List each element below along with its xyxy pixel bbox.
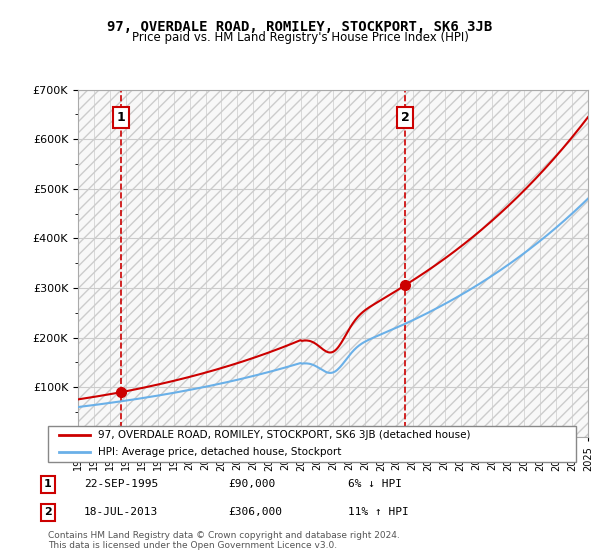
- Text: 6% ↓ HPI: 6% ↓ HPI: [348, 479, 402, 489]
- Text: Contains HM Land Registry data © Crown copyright and database right 2024.
This d: Contains HM Land Registry data © Crown c…: [48, 530, 400, 550]
- Text: 2: 2: [401, 111, 410, 124]
- Text: 18-JUL-2013: 18-JUL-2013: [84, 507, 158, 517]
- Text: 97, OVERDALE ROAD, ROMILEY, STOCKPORT, SK6 3JB: 97, OVERDALE ROAD, ROMILEY, STOCKPORT, S…: [107, 20, 493, 34]
- Text: £90,000: £90,000: [228, 479, 275, 489]
- Text: 97, OVERDALE ROAD, ROMILEY, STOCKPORT, SK6 3JB (detached house): 97, OVERDALE ROAD, ROMILEY, STOCKPORT, S…: [98, 431, 470, 440]
- Text: 22-SEP-1995: 22-SEP-1995: [84, 479, 158, 489]
- FancyBboxPatch shape: [48, 426, 576, 462]
- Text: Price paid vs. HM Land Registry's House Price Index (HPI): Price paid vs. HM Land Registry's House …: [131, 31, 469, 44]
- Text: 1: 1: [44, 479, 52, 489]
- Text: £306,000: £306,000: [228, 507, 282, 517]
- Text: HPI: Average price, detached house, Stockport: HPI: Average price, detached house, Stoc…: [98, 447, 341, 457]
- Text: 2: 2: [44, 507, 52, 517]
- Text: 11% ↑ HPI: 11% ↑ HPI: [348, 507, 409, 517]
- Text: 1: 1: [117, 111, 126, 124]
